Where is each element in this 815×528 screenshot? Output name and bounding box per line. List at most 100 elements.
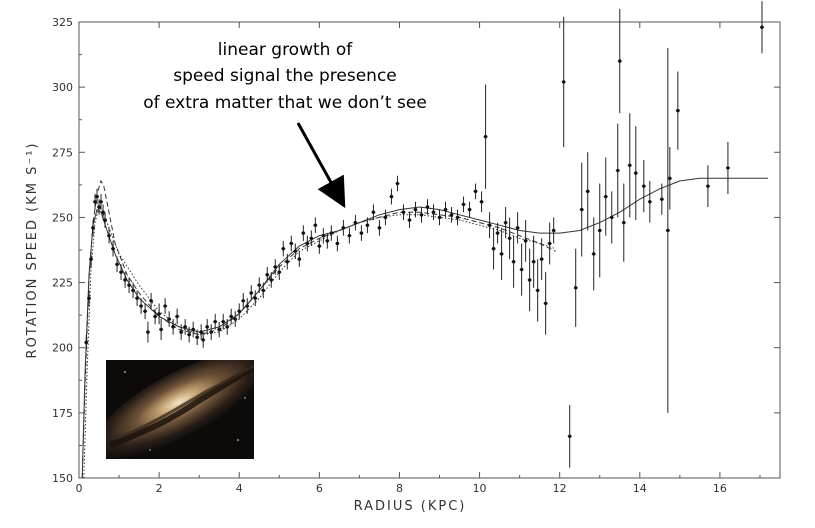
- data-point: [213, 319, 217, 324]
- data-point: [726, 166, 730, 170]
- x-tick-label: 16: [713, 482, 727, 495]
- data-point: [237, 309, 241, 313]
- x-tick-label: 8: [396, 482, 403, 495]
- data-point: [309, 236, 314, 240]
- data-point: [329, 231, 334, 235]
- data-point: [135, 296, 139, 300]
- data-point: [467, 207, 472, 212]
- data-point: [321, 233, 326, 238]
- data-point: [568, 434, 572, 439]
- data-point: [760, 25, 764, 29]
- data-point: [245, 304, 249, 308]
- data-point: [598, 228, 602, 233]
- data-point: [313, 223, 318, 227]
- data-point: [199, 330, 203, 334]
- data-point: [547, 241, 552, 246]
- data-point: [622, 220, 626, 225]
- data-point: [395, 181, 400, 186]
- y-tick-label: 325: [52, 16, 73, 29]
- data-point: [93, 200, 97, 204]
- data-point: [191, 327, 195, 332]
- data-point: [507, 236, 512, 240]
- data-point: [413, 207, 418, 212]
- data-point: [574, 286, 578, 290]
- data-point: [115, 262, 119, 267]
- data-point: [491, 246, 496, 251]
- data-point: [187, 332, 191, 337]
- data-point: [511, 260, 516, 264]
- data-point: [706, 184, 710, 188]
- data-point: [401, 210, 406, 214]
- data-point: [153, 314, 157, 319]
- data-point: [431, 210, 436, 214]
- x-tick-label: 12: [553, 482, 567, 495]
- data-point: [616, 168, 620, 173]
- data-point: [285, 260, 289, 264]
- data-point: [503, 220, 508, 225]
- data-point: [101, 210, 105, 214]
- data-point: [425, 205, 430, 209]
- data-points: [84, 1, 764, 468]
- data-point: [407, 218, 412, 222]
- data-point: [561, 80, 566, 84]
- data-point: [221, 319, 225, 324]
- data-point: [205, 325, 209, 329]
- data-point: [217, 327, 221, 332]
- data-point: [666, 228, 670, 233]
- data-point: [253, 296, 257, 300]
- data-point: [461, 202, 466, 207]
- data-point: [225, 325, 229, 329]
- data-point: [111, 246, 115, 251]
- data-point: [473, 189, 478, 194]
- data-point: [519, 267, 524, 272]
- x-tick-label: 2: [156, 482, 163, 495]
- data-point: [642, 184, 646, 188]
- data-point: [209, 330, 213, 334]
- data-point: [89, 257, 93, 261]
- data-point: [668, 176, 672, 181]
- data-point: [293, 249, 298, 254]
- data-point: [139, 304, 143, 308]
- y-tick-label: 275: [52, 146, 73, 159]
- data-point: [157, 312, 161, 316]
- data-point: [281, 246, 285, 251]
- data-point: [99, 200, 103, 204]
- data-point: [159, 327, 163, 332]
- data-point: [499, 252, 504, 256]
- data-point: [175, 314, 179, 319]
- data-point: [183, 325, 187, 329]
- x-tick-label: 10: [473, 482, 487, 495]
- data-point: [261, 288, 265, 293]
- data-point: [371, 210, 376, 214]
- data-point: [515, 226, 520, 230]
- data-point: [257, 283, 261, 287]
- data-point: [301, 231, 306, 235]
- data-point: [531, 260, 536, 264]
- data-point: [523, 239, 528, 243]
- data-point: [648, 200, 652, 204]
- annotation: linear growth of speed signal the presen…: [143, 40, 427, 209]
- data-point: [289, 241, 294, 246]
- data-point: [676, 108, 680, 113]
- data-point: [171, 325, 175, 329]
- data-point: [580, 207, 584, 212]
- galaxy-photo: [106, 360, 254, 459]
- data-point: [305, 241, 310, 246]
- data-point: [163, 304, 167, 308]
- data-point: [146, 330, 150, 334]
- data-point: [87, 296, 91, 300]
- data-point: [483, 134, 488, 139]
- data-point: [443, 207, 448, 212]
- data-point: [95, 194, 99, 199]
- data-point: [389, 194, 394, 199]
- data-point: [123, 278, 127, 282]
- x-axis-label: RADIUS (KPC): [354, 499, 467, 514]
- data-point: [539, 257, 544, 261]
- data-point: [103, 218, 107, 222]
- data-point: [201, 338, 205, 342]
- data-point: [119, 270, 123, 274]
- data-point: [419, 213, 424, 217]
- data-point: [586, 189, 590, 194]
- y-tick-label: 150: [52, 472, 73, 485]
